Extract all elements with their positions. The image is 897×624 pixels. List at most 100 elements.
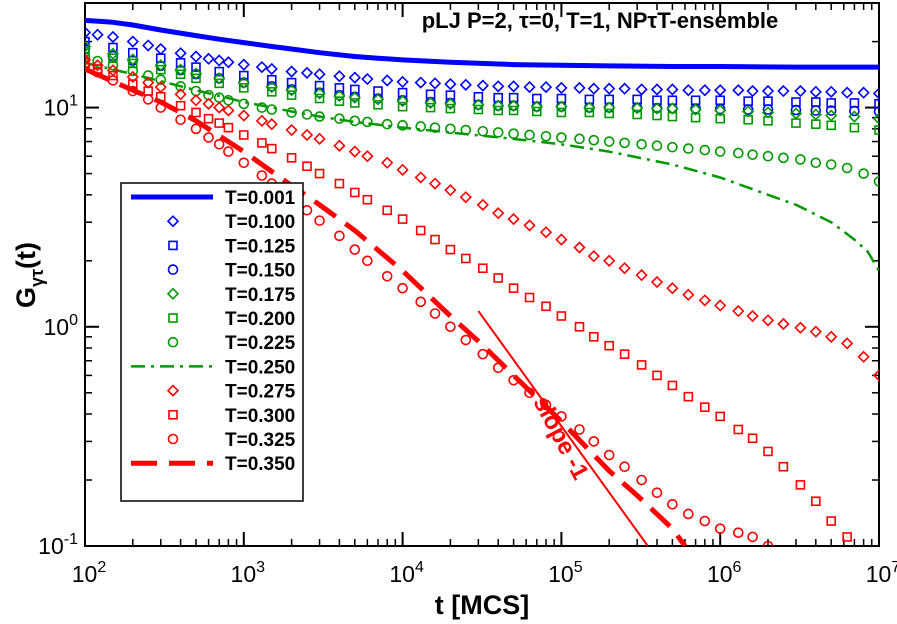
data-point [732, 84, 745, 97]
data-point [589, 332, 599, 342]
x-tick-label: 103 [231, 559, 266, 587]
data-point [414, 171, 427, 184]
data-point [265, 118, 278, 131]
data-point [507, 99, 520, 112]
data-point [425, 102, 436, 113]
data-point [810, 105, 822, 116]
data-point [302, 161, 312, 172]
slope-label: slope -1 [528, 392, 594, 485]
data-point [333, 89, 346, 103]
legend-item: T=0.200 [168, 309, 295, 330]
data-point [667, 498, 678, 510]
data-point [189, 94, 203, 107]
data-point [811, 119, 821, 129]
legend-item: T=0.300 [168, 406, 295, 427]
data-point [636, 139, 647, 150]
data-point [397, 282, 408, 294]
data-point [825, 109, 838, 122]
data-point [155, 64, 166, 75]
data-point [574, 133, 585, 145]
legend-label: T=0.225 [225, 333, 296, 354]
series-T=0.001 [85, 17, 879, 70]
data-point [222, 104, 235, 117]
y-axis-label: Gγτ(t) [11, 242, 47, 308]
data-point [531, 101, 543, 112]
data-point [381, 270, 393, 282]
legend-label: T=0.150 [225, 261, 295, 282]
data-point [587, 82, 600, 95]
data-point [266, 74, 277, 85]
data-point [588, 134, 600, 146]
data-point [191, 107, 201, 118]
data-point [715, 95, 726, 106]
data-point [700, 402, 710, 412]
legend-marker [168, 313, 178, 323]
data-point [826, 98, 836, 108]
data-point [666, 83, 679, 96]
data-point [313, 87, 326, 100]
data-point [650, 83, 664, 96]
data-point [539, 80, 553, 94]
data-point [809, 325, 822, 338]
data-point [415, 121, 426, 132]
data-point [555, 100, 568, 113]
y-axis-label-sub: γτ [27, 269, 47, 287]
data-point [265, 80, 278, 94]
data-point [795, 154, 806, 165]
data-point [715, 113, 726, 124]
data-point [874, 99, 879, 109]
data-point [382, 205, 393, 216]
x-tick-label: 102 [72, 559, 107, 587]
data-point [825, 159, 837, 170]
data-point [523, 219, 536, 232]
data-point [445, 244, 456, 255]
data-point [142, 94, 154, 105]
legend-marker [166, 215, 180, 228]
data-point [682, 84, 695, 97]
data-point [223, 146, 234, 157]
data-point [714, 84, 727, 97]
data-point [603, 449, 615, 461]
data-point [603, 254, 616, 267]
data-point [763, 116, 773, 126]
data-point [362, 255, 373, 267]
data-point [313, 132, 326, 145]
data-point [588, 436, 600, 447]
data-point [743, 114, 753, 125]
data-point [492, 80, 505, 93]
data-point [362, 194, 373, 205]
data-point [650, 275, 664, 289]
data-point [255, 114, 269, 127]
data-point [573, 81, 586, 95]
data-point [872, 112, 879, 125]
data-point [91, 59, 104, 72]
data-point [126, 35, 139, 48]
data-point [492, 99, 505, 112]
data-point [213, 101, 226, 114]
data-point [397, 120, 408, 131]
data-point [478, 263, 488, 274]
data-point [747, 531, 758, 543]
x-axis-label: t [MCS] [435, 590, 529, 620]
data-point [255, 60, 269, 74]
data-point [237, 58, 250, 71]
data-point [873, 106, 879, 117]
data-point [349, 187, 360, 198]
data-point [155, 53, 166, 63]
data-point [85, 51, 91, 63]
data-point [540, 130, 552, 142]
data-point [238, 157, 250, 169]
data-point [556, 311, 567, 321]
data-point [334, 178, 345, 189]
data-point [396, 75, 409, 89]
data-point [523, 80, 536, 94]
data-point [361, 72, 374, 86]
y-tick-label: 10-1 [38, 531, 78, 559]
series-line [85, 61, 879, 272]
data-point [826, 120, 836, 131]
data-point [371, 93, 385, 106]
legend-label: T=0.200 [225, 309, 295, 330]
data-point [286, 153, 297, 163]
data-point [573, 241, 586, 254]
data-point [587, 250, 600, 263]
